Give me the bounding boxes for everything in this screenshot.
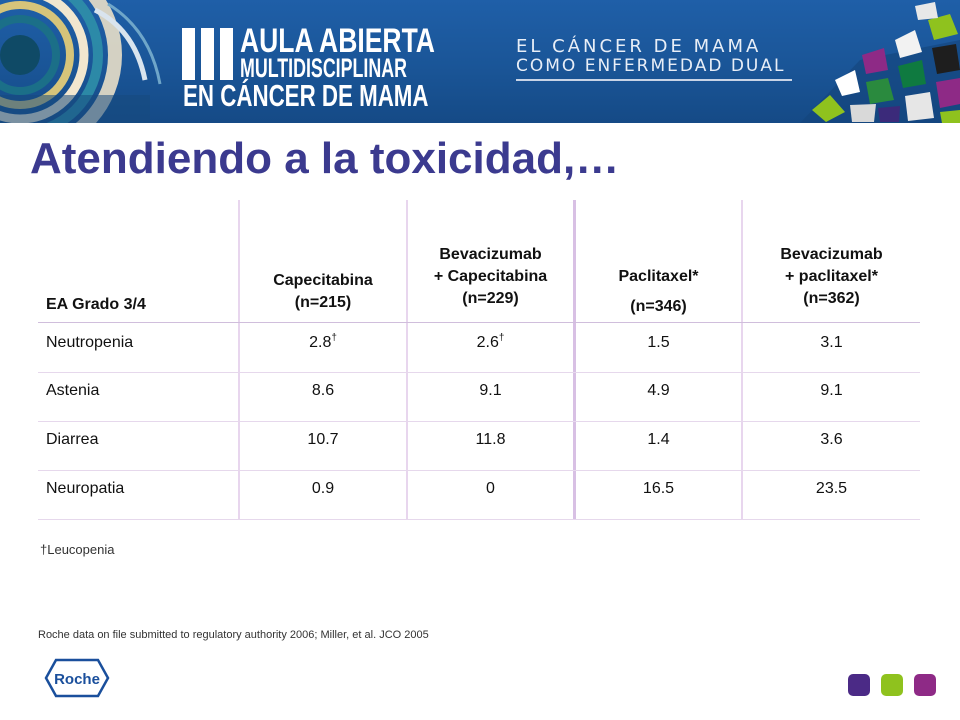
- table-cell: 1.5: [647, 334, 670, 351]
- table-cell: 3.6: [820, 431, 843, 448]
- table-cell: 3.1: [820, 334, 843, 351]
- logo-line-2: MULTIDISCIPLINAR: [240, 53, 407, 83]
- row-label-neutropenia: Neutropenia: [46, 334, 134, 351]
- table-cell: 8.6: [311, 382, 335, 399]
- source-citation: Roche data on file submitted to regulato…: [38, 629, 429, 641]
- logo-line-3: EN CÁNCER DE MAMA: [183, 78, 429, 113]
- header-capecitabina: Capecitabina (n=215): [273, 272, 373, 311]
- header-bev-paclitaxel: Bevacizumab + paclitaxel* (n=362): [780, 246, 883, 307]
- tagline-line-1: EL CÁNCER DE MAMA: [516, 36, 762, 57]
- logo-roman-numeral-icon: [182, 28, 233, 80]
- table-cell: 10.7: [307, 431, 339, 448]
- row-label-diarrea: Diarrea: [46, 431, 99, 448]
- tagline-line-2: COMO ENFERMEDAD DUAL: [516, 56, 786, 76]
- column-divider: [573, 200, 576, 520]
- table-cell: 9.1: [479, 382, 502, 399]
- logo-line-1: AULA ABIERTA: [240, 22, 435, 60]
- row-divider: [38, 322, 920, 323]
- mosaic-decoration: [0, 0, 960, 123]
- column-divider: [406, 200, 408, 520]
- table-cell: 0: [486, 480, 495, 497]
- page-title: Atendiendo a la toxicidad,…: [30, 134, 620, 183]
- table-cell: 23.5: [815, 480, 848, 497]
- purple-square-icon: [848, 674, 870, 696]
- row-divider: [38, 421, 920, 422]
- table-cell: 2.6†: [476, 332, 505, 351]
- header-bev-capecitabina: Bevacizumab + Capecitabina (n=229): [433, 246, 548, 307]
- roche-logo-icon: Roche: [44, 658, 110, 698]
- toxicity-table: EA Grado 3/4 Capecitabina (n=215) Bevaci…: [38, 200, 920, 520]
- roche-logo-text: Roche: [54, 671, 100, 688]
- column-divider: [741, 200, 743, 520]
- table-cell: 9.1: [820, 382, 843, 399]
- column-divider: [238, 200, 240, 520]
- row-label-astenia: Astenia: [46, 382, 100, 399]
- footnote: †Leucopenia: [40, 542, 115, 557]
- header-banner: AULA ABIERTA MULTIDISCIPLINAR EN CÁNCER …: [0, 0, 960, 123]
- table-cell: 0.9: [311, 480, 335, 497]
- green-square-icon: [881, 674, 903, 696]
- tagline-underline: [516, 79, 792, 81]
- header-paclitaxel: Paclitaxel* (n=346): [618, 268, 699, 315]
- table-cell: 2.8†: [309, 332, 337, 351]
- table-cell: 16.5: [642, 480, 675, 497]
- header-ea-grado: EA Grado 3/4: [46, 296, 146, 313]
- table-cell: 1.4: [647, 431, 670, 448]
- row-label-neuropatia: Neuropatia: [46, 480, 125, 497]
- row-divider: [38, 519, 920, 520]
- row-divider: [38, 470, 920, 471]
- table-cell: 11.8: [475, 431, 506, 448]
- magenta-square-icon: [914, 674, 936, 696]
- row-divider: [38, 372, 920, 373]
- table-cell: 4.9: [647, 382, 670, 399]
